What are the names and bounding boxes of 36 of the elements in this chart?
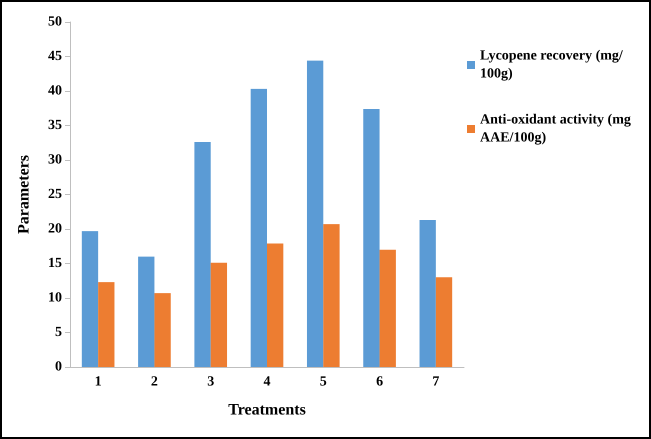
- y-tick-label: 0: [55, 360, 62, 374]
- bar: [210, 262, 228, 367]
- y-tick-label: 50: [48, 14, 62, 30]
- y-tick-label: 35: [48, 118, 62, 133]
- bar: [380, 250, 396, 367]
- x-tick-label: 5: [320, 374, 327, 390]
- x-tick-label: 7: [432, 374, 440, 390]
- bar: [436, 277, 452, 367]
- bar: [82, 231, 98, 367]
- x-tick-label: 4: [264, 374, 270, 390]
- bar: [98, 282, 114, 367]
- bar: [194, 142, 211, 367]
- bar: [363, 108, 380, 367]
- y-tick-label: 5: [55, 325, 62, 340]
- bar: [154, 293, 171, 367]
- y-tick-label: 25: [48, 187, 62, 202]
- bar: [267, 243, 284, 367]
- x-tick-label: 3: [207, 374, 214, 390]
- y-tick-label: 10: [48, 290, 62, 306]
- y-tick-label: 30: [48, 152, 62, 168]
- legend-label: Anti-oxidant activity (mg AAE/100g): [480, 112, 634, 146]
- y-tick-label: 40: [48, 84, 62, 98]
- x-tick-label: 1: [94, 374, 102, 390]
- x-tick-label: 2: [150, 374, 158, 390]
- y-tick-label: 45: [48, 49, 62, 64]
- bar: [420, 220, 436, 367]
- y-tick-label: 20: [48, 222, 62, 236]
- y-axis-title: Parameters: [16, 154, 32, 234]
- bar: [250, 88, 267, 367]
- x-axis-title: Treatments: [228, 402, 306, 418]
- x-tick-label: 6: [376, 374, 384, 390]
- bar: [323, 224, 340, 367]
- y-tick-label: 15: [48, 256, 62, 271]
- bar: [138, 256, 154, 367]
- legend-label: Lycopene recovery (mg/100g): [480, 48, 624, 82]
- bar: [306, 60, 324, 367]
